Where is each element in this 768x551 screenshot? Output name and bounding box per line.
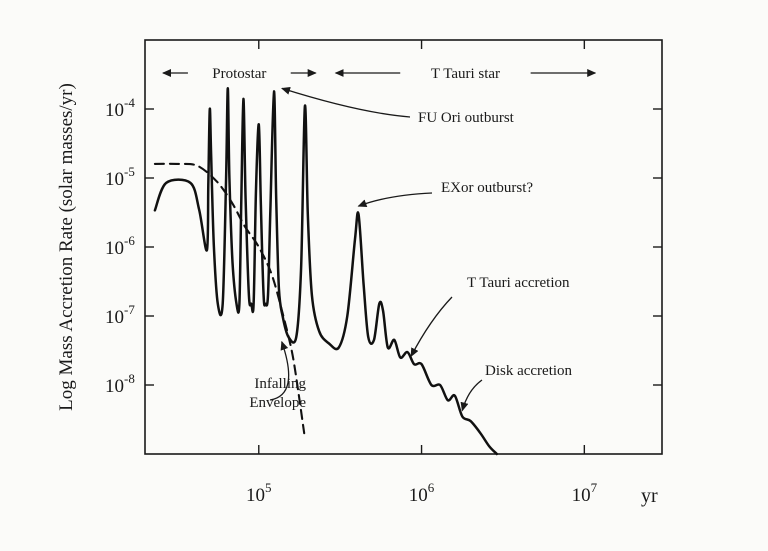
phase-label: Protostar	[212, 66, 266, 82]
plot-frame	[144, 39, 663, 455]
y-tick-label: 10-8	[105, 371, 135, 397]
phase-indicators: Protostar T Tauri star	[162, 66, 597, 82]
x-tick-labels: 105 106 107	[246, 480, 598, 506]
x-tick-label: 106	[409, 480, 435, 506]
annotation-arrow	[357, 192, 433, 208]
accretion-rate-line	[153, 86, 499, 456]
annotations-group: FU Ori outburst EXor outburst? T Tauri acc…	[249, 86, 573, 412]
infalling-envelope-line	[153, 162, 306, 435]
annotation-label: T Tauri accretion	[467, 275, 570, 291]
annotation-label: Infalling Envelope	[249, 376, 306, 411]
y-tick-label: 10-7	[105, 302, 135, 328]
x-tick-label: 105	[246, 480, 272, 506]
series-group	[153, 86, 499, 456]
y-tick-label: 10-4	[105, 95, 135, 121]
annotation-arrow	[281, 86, 411, 118]
x-axis-label: yr	[641, 485, 658, 507]
annotation-label: EXor outburst?	[441, 180, 533, 196]
annotation-label: Disk accretion	[485, 363, 573, 379]
y-axis-label: Log Mass Accretion Rate (solar masses/yr…	[56, 83, 77, 411]
annotation-arrow	[460, 379, 483, 412]
phase-label: T Tauri star	[431, 66, 500, 82]
annotation-label: FU Ori outburst	[418, 110, 515, 126]
x-tick-label: 107	[572, 480, 598, 506]
y-tick-label: 10-6	[105, 233, 135, 259]
y-tick-label: 10-5	[105, 164, 135, 190]
annotation-arrow	[269, 340, 290, 401]
y-tick-labels: 10-4 10-5 10-6 10-7 10-8	[105, 95, 135, 397]
annotation-arrow	[410, 296, 453, 358]
axis-ticks	[145, 40, 662, 454]
